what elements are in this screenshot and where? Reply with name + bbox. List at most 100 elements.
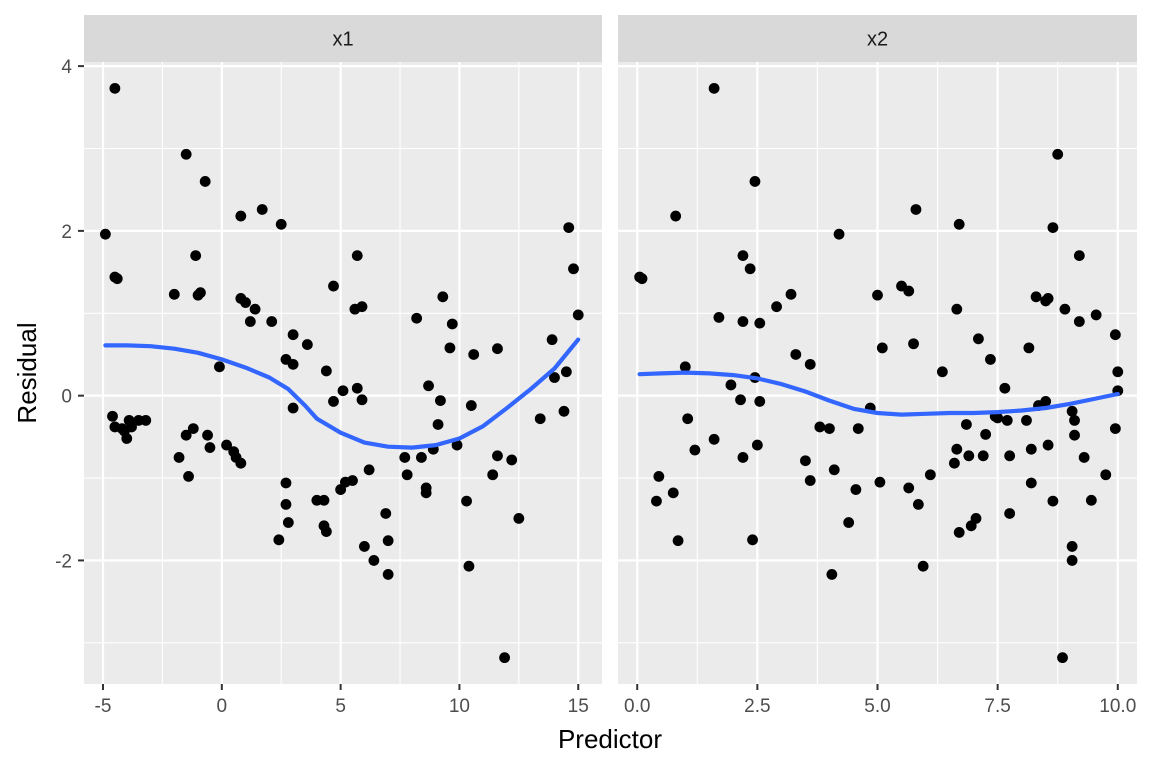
x-tick-label: 5 — [335, 696, 346, 717]
data-point — [180, 429, 192, 441]
data-point — [468, 349, 480, 360]
data-point — [833, 228, 845, 240]
data-point — [912, 499, 924, 510]
data-point — [672, 535, 684, 547]
data-point — [1085, 494, 1097, 506]
data-point — [1025, 443, 1037, 455]
data-point — [337, 385, 349, 397]
data-point — [708, 433, 720, 445]
data-point — [826, 569, 838, 580]
data-point — [249, 303, 261, 315]
data-point — [282, 517, 294, 528]
data-point — [487, 469, 499, 481]
data-point — [977, 450, 989, 462]
data-point — [824, 423, 835, 435]
data-point — [202, 429, 213, 441]
data-point — [1073, 316, 1085, 327]
data-point — [382, 569, 394, 580]
x-tick-label: 7.5 — [984, 696, 1010, 717]
data-point — [751, 439, 763, 451]
data-point — [737, 316, 749, 327]
data-point — [235, 457, 247, 469]
data-point — [910, 204, 922, 215]
data-point — [653, 470, 665, 482]
smooth-line — [637, 370, 1120, 417]
data-point — [173, 452, 185, 463]
data-point — [1030, 291, 1042, 303]
data-point — [852, 423, 864, 435]
data-point — [1042, 439, 1054, 451]
data-point — [636, 273, 648, 285]
y-axis-title: Residual — [12, 322, 42, 423]
data-point — [679, 361, 691, 373]
data-point — [199, 176, 211, 187]
data-point — [463, 560, 475, 572]
data-point — [492, 343, 503, 355]
data-point — [563, 222, 575, 233]
data-point — [713, 311, 725, 323]
data-point — [287, 402, 299, 414]
data-point — [99, 228, 111, 240]
data-point — [420, 487, 432, 499]
data-point — [423, 380, 434, 392]
data-point — [1001, 414, 1013, 426]
data-point — [1023, 342, 1035, 354]
data-point — [492, 450, 503, 462]
data-point — [461, 495, 472, 507]
data-point — [735, 394, 746, 406]
data-point — [221, 439, 232, 451]
data-point — [140, 414, 152, 426]
data-point — [356, 301, 368, 313]
data-point — [651, 495, 662, 507]
data-point — [1004, 508, 1016, 519]
data-point — [903, 285, 915, 297]
data-point — [351, 382, 363, 394]
data-point — [444, 342, 456, 354]
data-point — [168, 288, 180, 300]
data-point — [903, 482, 915, 494]
data-point — [953, 218, 965, 230]
data-point — [328, 396, 339, 407]
data-point — [785, 288, 797, 300]
y-tick-label: 2 — [61, 222, 72, 243]
data-point — [744, 263, 756, 275]
data-point — [804, 475, 816, 486]
data-point — [446, 318, 458, 330]
data-point — [1052, 148, 1064, 160]
data-point — [513, 513, 525, 524]
data-point — [872, 289, 883, 301]
data-point — [754, 317, 766, 329]
data-point — [546, 334, 558, 346]
data-point — [534, 413, 546, 425]
x-tick-label: 2.5 — [744, 696, 770, 717]
data-point — [195, 287, 206, 299]
data-point — [204, 442, 216, 453]
data-point — [747, 534, 758, 546]
x-tick-label: 10 — [449, 696, 470, 717]
data-point — [1112, 366, 1124, 378]
data-point — [568, 263, 579, 275]
data-point — [358, 541, 370, 552]
data-point — [380, 508, 392, 519]
data-point — [682, 413, 694, 425]
data-point — [280, 477, 292, 489]
data-point — [506, 454, 518, 466]
data-point — [432, 419, 444, 430]
data-point — [948, 457, 960, 469]
data-point — [499, 652, 510, 664]
data-point — [399, 452, 411, 463]
data-point — [1069, 414, 1080, 426]
data-point — [275, 218, 287, 230]
facet-panel-x2: x2 0.0 2.5 5.0 7.5 10.0 — [618, 15, 1137, 717]
data-point — [320, 526, 332, 537]
y-tick-label: -2 — [55, 551, 72, 572]
data-point — [126, 421, 137, 433]
data-point — [771, 301, 782, 313]
smooth-line — [103, 337, 581, 450]
y-tick-label: 0 — [61, 387, 72, 408]
data-point — [670, 210, 682, 222]
data-point — [240, 297, 251, 308]
data-point — [1057, 652, 1068, 664]
data-point — [347, 475, 358, 486]
